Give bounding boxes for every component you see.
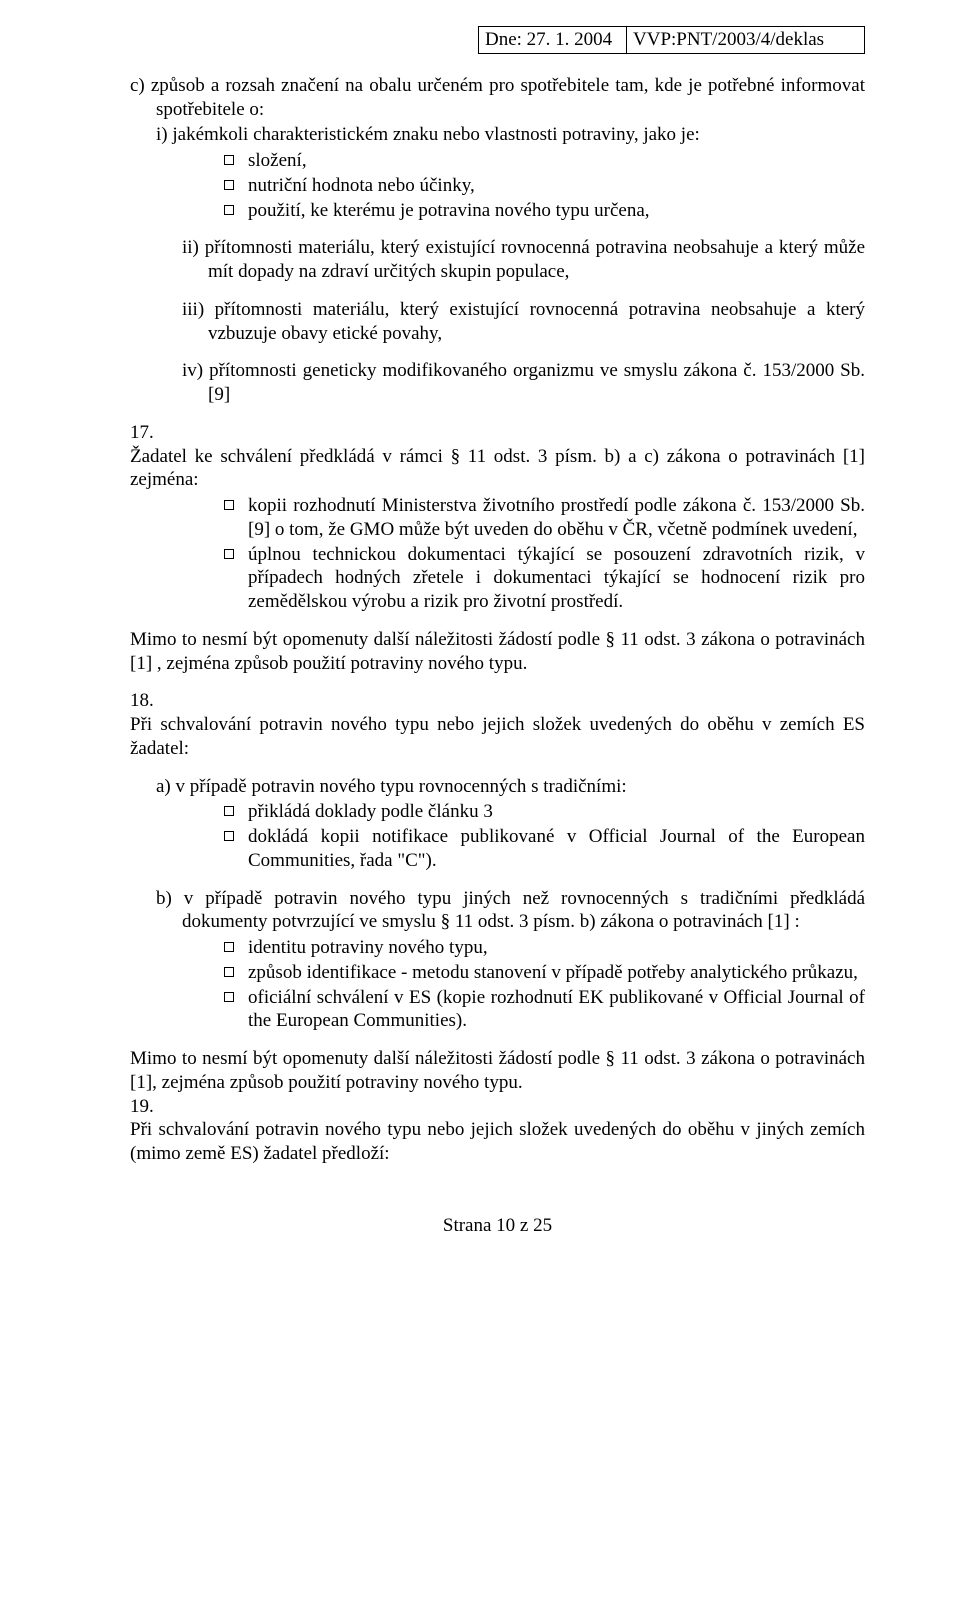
header-ref: VVP:PNT/2003/4/deklas bbox=[627, 27, 865, 54]
section-c-iii: iii) přítomnosti materiálu, který existu… bbox=[208, 298, 865, 346]
section-19-number: 19. bbox=[130, 1095, 865, 1119]
section-c-i-intro: i) jakémkoli charakteristickém znaku neb… bbox=[182, 123, 865, 147]
section-17-number: 17. bbox=[130, 421, 865, 445]
section-c-ii: ii) přítomnosti materiálu, který existuj… bbox=[208, 236, 865, 284]
section-17-bullets: kopii rozhodnutí Ministerstva životního … bbox=[224, 494, 865, 614]
list-item: nutriční hodnota nebo účinky, bbox=[224, 174, 865, 198]
section-17-text: Žadatel ke schválení předkládá v rámci §… bbox=[130, 445, 865, 493]
section-17-para: Mimo to nesmí být opomenuty další náleži… bbox=[130, 628, 865, 676]
section-c-iv: iv) přítomnosti geneticky modifikovaného… bbox=[208, 359, 865, 407]
list-item: kopii rozhodnutí Ministerstva životního … bbox=[224, 494, 865, 542]
section-18a-intro: a) v případě potravin nového typu rovnoc… bbox=[182, 775, 865, 799]
section-18b-intro: b) v případě potravin nového typu jiných… bbox=[182, 887, 865, 935]
section-18-number: 18. bbox=[130, 689, 865, 713]
list-item: způsob identifikace - metodu stanovení v… bbox=[224, 961, 865, 985]
section-18-text: Při schvalování potravin nového typu neb… bbox=[130, 713, 865, 761]
list-item: identitu potraviny nového typu, bbox=[224, 936, 865, 960]
list-item: přikládá doklady podle článku 3 bbox=[224, 800, 865, 824]
header-date: Dne: 27. 1. 2004 bbox=[479, 27, 627, 54]
list-item: úplnou technickou dokumentaci týkající s… bbox=[224, 543, 865, 614]
section-c-intro: c) způsob a rozsah značení na obalu urče… bbox=[156, 74, 865, 122]
list-item: oficiální schválení v ES (kopie rozhodnu… bbox=[224, 986, 865, 1034]
section-18-para: Mimo to nesmí být opomenuty další náleži… bbox=[130, 1047, 865, 1095]
list-item: dokládá kopii notifikace publikované v O… bbox=[224, 825, 865, 873]
section-18b-bullets: identitu potraviny nového typu, způsob i… bbox=[224, 936, 865, 1033]
header-box: Dne: 27. 1. 2004 VVP:PNT/2003/4/deklas bbox=[478, 26, 865, 54]
list-item: složení, bbox=[224, 149, 865, 173]
page-footer: Strana 10 z 25 bbox=[130, 1214, 865, 1238]
section-c-i-bullets: složení, nutriční hodnota nebo účinky, p… bbox=[224, 149, 865, 222]
section-19-text: Při schvalování potravin nového typu neb… bbox=[130, 1118, 865, 1166]
section-18a-bullets: přikládá doklady podle článku 3 dokládá … bbox=[224, 800, 865, 872]
list-item: použití, ke kterému je potravina nového … bbox=[224, 199, 865, 223]
